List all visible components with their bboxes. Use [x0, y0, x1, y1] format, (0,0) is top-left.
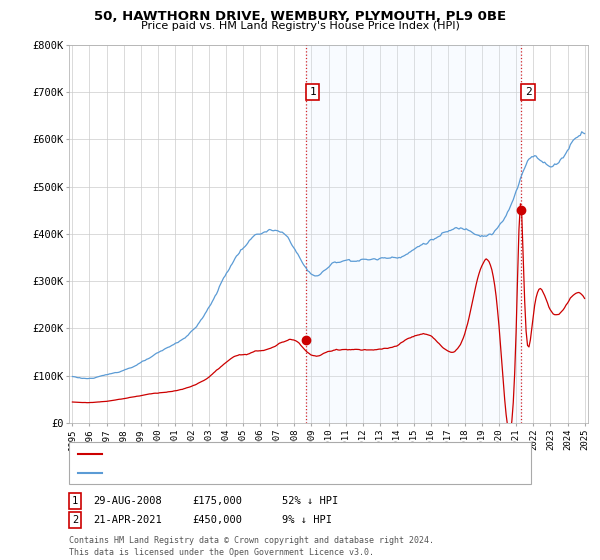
- Text: 29-AUG-2008: 29-AUG-2008: [93, 496, 162, 506]
- Text: £450,000: £450,000: [192, 515, 242, 525]
- Text: 21-APR-2021: 21-APR-2021: [93, 515, 162, 525]
- Text: 50, HAWTHORN DRIVE, WEMBURY, PLYMOUTH, PL9 0BE: 50, HAWTHORN DRIVE, WEMBURY, PLYMOUTH, P…: [94, 10, 506, 23]
- Text: HPI: Average price, detached house, South Hams: HPI: Average price, detached house, Sout…: [106, 468, 353, 477]
- Text: £175,000: £175,000: [192, 496, 242, 506]
- Text: 50, HAWTHORN DRIVE, WEMBURY, PLYMOUTH, PL9 0BE (detached house): 50, HAWTHORN DRIVE, WEMBURY, PLYMOUTH, P…: [106, 450, 445, 459]
- Text: Contains HM Land Registry data © Crown copyright and database right 2024.
This d: Contains HM Land Registry data © Crown c…: [69, 536, 434, 557]
- Text: Price paid vs. HM Land Registry's House Price Index (HPI): Price paid vs. HM Land Registry's House …: [140, 21, 460, 31]
- Bar: [306, 45, 521, 423]
- Text: 52% ↓ HPI: 52% ↓ HPI: [282, 496, 338, 506]
- Text: 2: 2: [72, 515, 78, 525]
- Text: 2: 2: [525, 87, 532, 97]
- Text: 9% ↓ HPI: 9% ↓ HPI: [282, 515, 332, 525]
- Text: 1: 1: [309, 87, 316, 97]
- Text: 1: 1: [72, 496, 78, 506]
